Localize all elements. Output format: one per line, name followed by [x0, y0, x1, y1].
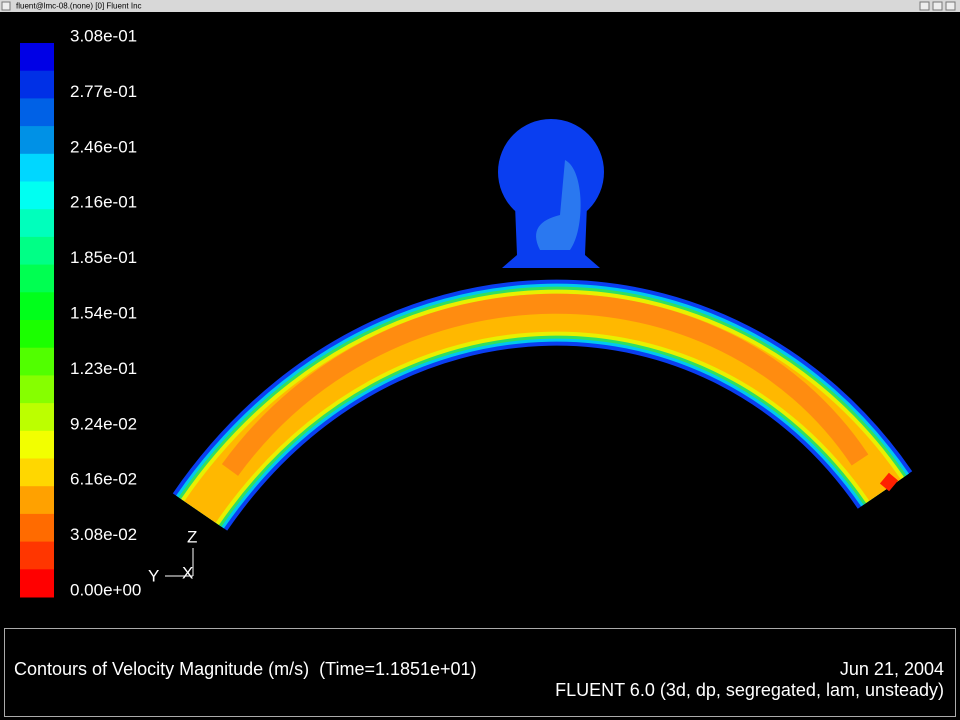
- colorbar-label: 6.16e-02: [70, 470, 137, 489]
- colorbar-band: [20, 181, 54, 210]
- axis-triad: Z Y X: [148, 527, 197, 585]
- window-title: fluent@lmc-08.(none) [0] Fluent Inc: [16, 2, 142, 11]
- bulb-flow: [536, 160, 581, 250]
- colorbar-label: 0.00e+00: [70, 580, 141, 599]
- triad-y-label: Y: [148, 566, 159, 585]
- colorbar-band: [20, 513, 54, 543]
- colorbar-band: [20, 153, 54, 182]
- outlet-peak: [879, 472, 899, 492]
- colorbar-band: [20, 209, 54, 238]
- colorbar-band: [20, 569, 54, 598]
- colorbar-band: [20, 126, 54, 155]
- colorbar-label: 1.54e-01: [70, 303, 137, 322]
- colorbar-band: [20, 43, 54, 72]
- colorbar-band: [20, 320, 54, 349]
- colorbar-label: 1.23e-01: [70, 359, 137, 378]
- colorbar-band: [20, 458, 54, 487]
- colorbar-label: 3.08e-01: [70, 26, 137, 45]
- colorbar-label: 1.85e-01: [70, 248, 137, 267]
- caption-version: FLUENT 6.0 (3d, dp, segregated, lam, uns…: [555, 680, 944, 700]
- colorbar-label: 2.77e-01: [70, 82, 137, 101]
- colorbar-band: [20, 98, 54, 127]
- colorbar-band: [20, 375, 54, 404]
- vessel-core: [221, 293, 869, 476]
- maximize-button[interactable]: [932, 1, 943, 11]
- colorbar-band: [20, 486, 54, 515]
- triad-x-label: X: [182, 563, 193, 582]
- colorbar-band: [20, 70, 54, 99]
- colorbar-band: [20, 541, 54, 570]
- colorbar-label: 9.24e-02: [70, 414, 137, 433]
- colorbar: 3.08e-01 2.77e-01 2.46e-01 2.16e-01 1.85e-01…: [20, 26, 141, 599]
- caption-title: Contours of Velocity Magnitude (m/s) (Ti…: [14, 659, 477, 679]
- colorbar-label: 3.08e-02: [70, 525, 137, 544]
- colorbar-label: 2.46e-01: [70, 137, 137, 156]
- colorbar-band: [20, 264, 54, 293]
- colorbar-band: [20, 292, 54, 321]
- colorbar-band: [20, 403, 54, 432]
- triad-z-label: Z: [187, 527, 197, 546]
- colorbar-band: [20, 347, 54, 376]
- caption-panel: [4, 628, 956, 717]
- colorbar-band: [20, 236, 54, 266]
- minimize-button[interactable]: [919, 1, 930, 11]
- window-menu-button[interactable]: [1, 1, 11, 11]
- close-button[interactable]: [945, 1, 956, 11]
- colorbar-band: [20, 430, 54, 459]
- contour-plot: [172, 119, 913, 531]
- caption-date: Jun 21, 2004: [840, 659, 944, 679]
- colorbar-label: 2.16e-01: [70, 193, 137, 212]
- title-bar: [0, 0, 960, 12]
